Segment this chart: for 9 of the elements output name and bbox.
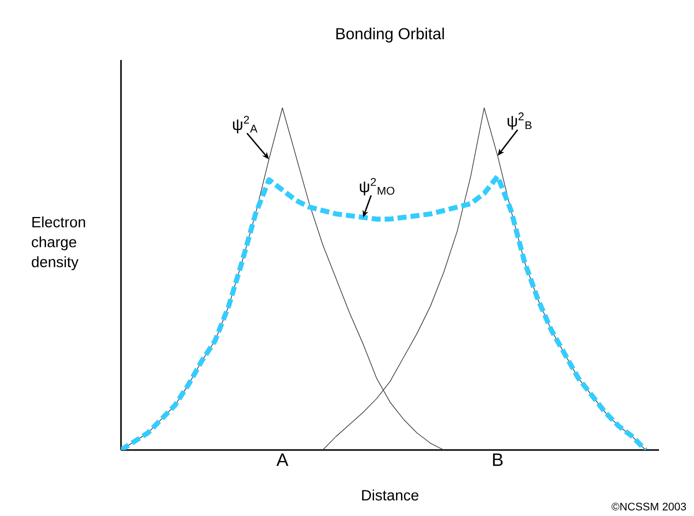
x-tick-label: B: [493, 454, 503, 466]
series-label: ψ$^{2}$MO: [360, 178, 394, 196]
text: ©NCSSM 2003: [612, 502, 686, 510]
x-axis-title: Distance: [362, 490, 418, 500]
x-tick-label: A: [276, 454, 288, 466]
series-label: ψ$^{2}$B: [508, 112, 532, 130]
series-label: ψ$^{2}$A: [232, 116, 258, 134]
chart-title: Bonding Orbital: [336, 28, 444, 42]
y-axis-title: Electron charge density: [32, 216, 86, 270]
